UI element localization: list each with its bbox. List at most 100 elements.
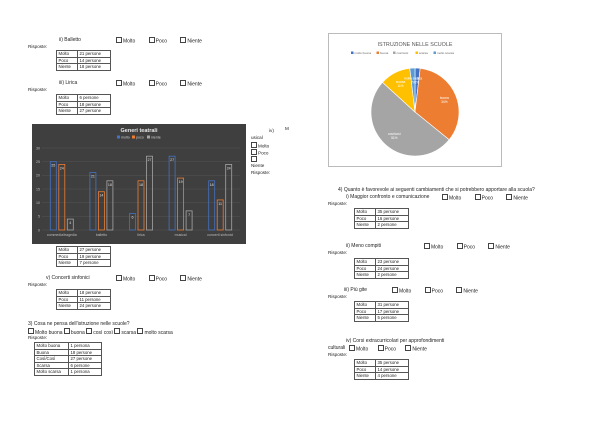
checkbox[interactable] bbox=[424, 287, 431, 293]
option-niente-label: Niente bbox=[251, 163, 265, 168]
checkbox[interactable] bbox=[474, 194, 481, 200]
option-niente[interactable]: Niente bbox=[405, 345, 427, 353]
checkbox[interactable] bbox=[180, 275, 187, 281]
checkbox[interactable] bbox=[456, 243, 463, 249]
checkbox[interactable] bbox=[180, 80, 187, 86]
option-cosi-cosi[interactable]: così così bbox=[86, 328, 113, 336]
option-scarsa[interactable]: scarsa bbox=[114, 328, 136, 336]
table-row: Niente 18 persone bbox=[56, 63, 111, 71]
bar-molto bbox=[208, 180, 216, 231]
option-molto[interactable]: Molto bbox=[442, 194, 461, 202]
table-row: Poco 17 persone bbox=[354, 307, 409, 316]
option-niente[interactable]: Niente bbox=[180, 37, 202, 45]
option-poco[interactable]: Poco bbox=[456, 243, 475, 251]
bar-chart-generi-teatrali: Generi teatrali molto poco niente 0 5 10 15 20 25… bbox=[32, 124, 246, 244]
slice-pct-label: 2% bbox=[411, 80, 416, 84]
checkbox[interactable] bbox=[405, 345, 412, 351]
options-lirica: Molto Poco Niente bbox=[116, 80, 214, 88]
bar-molto bbox=[168, 155, 176, 231]
checkbox[interactable] bbox=[251, 142, 257, 148]
legend-swatch-niente bbox=[147, 135, 150, 139]
legend-label: così/così bbox=[397, 51, 409, 55]
options-q3: Molto buona buona così così scarsa molto… bbox=[28, 328, 173, 336]
legend-label-niente: niente bbox=[151, 135, 161, 139]
pie-slice bbox=[409, 67, 416, 113]
option-poco[interactable]: Poco bbox=[474, 194, 493, 202]
table-row: Niente 7 persone bbox=[56, 259, 111, 267]
checkbox[interactable] bbox=[28, 328, 34, 334]
musical-m: M bbox=[285, 126, 289, 131]
option-buona[interactable]: buona bbox=[63, 328, 85, 336]
slice-name-label: buona bbox=[440, 96, 449, 100]
option-poco[interactable]: Poco bbox=[148, 37, 167, 45]
table-row: Molto 27 persone bbox=[56, 246, 111, 254]
legend-swatch bbox=[393, 51, 396, 54]
option-molto[interactable]: Molto bbox=[116, 80, 135, 88]
x-tick-label: lirica bbox=[137, 233, 144, 237]
checkbox[interactable] bbox=[251, 149, 257, 155]
option-molto[interactable]: Molto bbox=[116, 275, 135, 283]
option-niente-checkbox[interactable] bbox=[251, 156, 258, 163]
option-poco[interactable]: Poco bbox=[148, 275, 167, 283]
checkbox[interactable] bbox=[63, 328, 70, 334]
option-poco[interactable]: Poco bbox=[377, 345, 396, 353]
checkbox[interactable] bbox=[137, 328, 144, 334]
question-title: iii) Più gite bbox=[344, 287, 368, 293]
checkbox[interactable] bbox=[349, 345, 355, 351]
option-molto[interactable]: Molto bbox=[251, 142, 269, 149]
option-molto[interactable]: Molto bbox=[424, 243, 443, 251]
risposte-label: Risposte: bbox=[328, 352, 348, 357]
checkbox[interactable] bbox=[392, 287, 398, 293]
option-molto-scarsa[interactable]: molto scarsa bbox=[137, 328, 173, 336]
checkbox[interactable] bbox=[114, 328, 121, 334]
legend-label-molto: molto bbox=[121, 135, 130, 139]
checkbox[interactable] bbox=[506, 194, 513, 200]
checkbox[interactable] bbox=[377, 345, 384, 351]
option-poco[interactable]: Poco bbox=[148, 80, 167, 88]
table-row: Poco 16 persone bbox=[354, 214, 409, 223]
table-row: Niente 2 persone bbox=[354, 221, 409, 229]
option-niente[interactable]: Niente bbox=[180, 80, 202, 88]
option-niente[interactable]: Niente bbox=[506, 194, 528, 202]
table-row: Niente 2 persone bbox=[354, 271, 409, 279]
checkbox[interactable] bbox=[86, 328, 93, 334]
bar-value-label: 6 bbox=[132, 216, 134, 220]
checkbox[interactable] bbox=[251, 156, 257, 162]
option-niente[interactable]: Niente bbox=[180, 275, 202, 283]
options-4-i: Molto Poco Niente bbox=[442, 194, 540, 202]
checkbox[interactable] bbox=[148, 275, 155, 281]
table-row: Niente 5 persone bbox=[354, 314, 409, 322]
answers-table-4-ii: Molto 23 persone Poco 24 persone Niente 2 p… bbox=[354, 258, 409, 279]
risposte-label: Risposte: bbox=[251, 170, 271, 175]
checkbox[interactable] bbox=[116, 275, 122, 281]
legend-label: molto scarsa bbox=[437, 51, 454, 55]
checkbox[interactable] bbox=[116, 37, 122, 43]
bar-niente bbox=[146, 155, 153, 231]
table-row: Buona 18 persone bbox=[34, 348, 102, 357]
option-molto-buona[interactable]: Molto buona bbox=[28, 328, 63, 336]
checkbox[interactable] bbox=[116, 80, 122, 86]
legend-swatch-molto bbox=[117, 135, 120, 139]
option-niente[interactable]: Niente bbox=[456, 287, 478, 295]
option-molto[interactable]: Molto bbox=[349, 345, 368, 353]
checkbox[interactable] bbox=[442, 194, 448, 200]
legend-swatch bbox=[376, 51, 379, 54]
checkbox[interactable] bbox=[148, 37, 155, 43]
checkbox[interactable] bbox=[488, 243, 495, 249]
table-row: Poco 19 persone bbox=[56, 252, 111, 261]
option-molto[interactable]: Molto bbox=[116, 37, 135, 45]
option-niente[interactable]: Niente bbox=[488, 243, 510, 251]
y-tick-label: 15 bbox=[36, 187, 40, 191]
risposte-label: Risposte: bbox=[328, 201, 348, 206]
slice-name-label: scarsa bbox=[396, 80, 406, 84]
option-poco[interactable]: Poco bbox=[251, 149, 268, 156]
option-molto[interactable]: Molto bbox=[392, 287, 411, 295]
bar-value-label: 11 bbox=[218, 202, 222, 206]
checkbox[interactable] bbox=[424, 243, 430, 249]
question-4-iv-cont: culturali bbox=[328, 345, 346, 351]
checkbox[interactable] bbox=[180, 37, 187, 43]
checkbox[interactable] bbox=[456, 287, 463, 293]
option-poco[interactable]: Poco bbox=[424, 287, 443, 295]
table-row: Molto 35 persone bbox=[354, 359, 409, 367]
checkbox[interactable] bbox=[148, 80, 155, 86]
